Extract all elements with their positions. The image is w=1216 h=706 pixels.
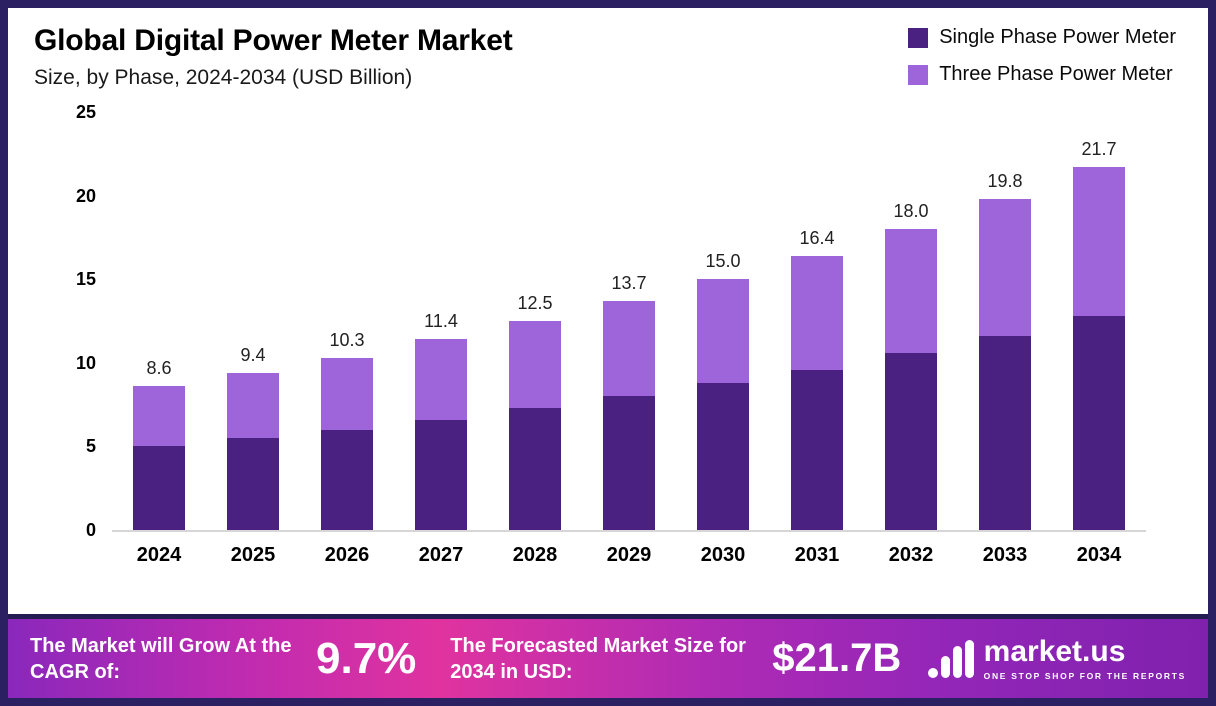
bar-segment-single-phase-power-meter xyxy=(697,382,749,530)
bar-segment-three-phase-power-meter xyxy=(979,198,1031,337)
legend-item-single-phase: Single Phase Power Meter xyxy=(908,26,1176,49)
chart-panel: Global Digital Power Meter Market Size, … xyxy=(8,8,1208,614)
bar-column-2024: 8.6 xyxy=(112,114,206,530)
x-axis-label-2032: 2032 xyxy=(888,544,934,566)
bar-segment-single-phase-power-meter xyxy=(979,336,1031,530)
plot-wrapper: 8.6 9.4 10.3 11.4 12.5 13.7 15.0 16.4 18.0 19.8 21… xyxy=(76,102,1146,540)
x-axis-labels: 2024 2025 2026 2027 2028 2029 2030 2031 2032 2033… xyxy=(112,544,1146,567)
x-axis-label-2024: 2024 xyxy=(136,544,182,566)
cagr-label: The Market will Grow At the CAGR of: xyxy=(30,634,292,683)
bar-total-label: 13.7 xyxy=(611,272,647,293)
marketus-logo-icon xyxy=(927,639,974,678)
bar-total-label: 18.0 xyxy=(893,201,929,222)
x-axis-label-2028: 2028 xyxy=(512,544,558,566)
cagr-value: 9.7% xyxy=(316,633,417,683)
footer-banner: The Market will Grow At the CAGR of: 9.7… xyxy=(8,614,1208,698)
bar-column-2026: 10.3 xyxy=(300,114,394,530)
x-axis-label-2025: 2025 xyxy=(230,544,276,566)
bar-total-label: 16.4 xyxy=(799,227,835,248)
x-axis-label-2027: 2027 xyxy=(418,544,464,566)
bar-column-2025: 9.4 xyxy=(206,114,300,530)
bar-total-label: 21.7 xyxy=(1081,139,1117,160)
bar-segment-single-phase-power-meter xyxy=(1073,315,1125,530)
y-axis-tick-25: 25 xyxy=(75,102,96,122)
y-axis-tick-15: 15 xyxy=(75,269,96,290)
bar-segment-single-phase-power-meter xyxy=(321,429,373,530)
y-axis-tick-5: 5 xyxy=(85,436,96,457)
legend-label-three-phase: Three Phase Power Meter xyxy=(939,63,1173,85)
bar-segment-three-phase-power-meter xyxy=(885,229,937,353)
bar-total-label: 9.4 xyxy=(240,344,266,365)
brand-tagline: ONE STOP SHOP FOR THE REPORTS xyxy=(983,670,1186,681)
bar-segment-three-phase-power-meter xyxy=(697,279,749,383)
chart-subtitle: Size, by Phase, 2024-2034 (USD Billion) xyxy=(34,66,413,89)
y-axis-tick-20: 20 xyxy=(75,185,96,206)
x-axis-label-2034: 2034 xyxy=(1076,544,1122,566)
forecast-value: $21.7B xyxy=(772,636,902,680)
bar-total-label: 11.4 xyxy=(424,311,458,332)
legend-swatch-single-phase-icon xyxy=(908,27,929,48)
y-axis-tick-10: 10 xyxy=(75,352,96,373)
bar-segment-three-phase-power-meter xyxy=(133,386,185,447)
y-axis-tick-0: 0 xyxy=(85,520,96,540)
bar-total-label: 19.8 xyxy=(987,170,1023,191)
bar-segment-three-phase-power-meter xyxy=(1073,167,1125,316)
x-axis-label-2033: 2033 xyxy=(982,544,1028,566)
forecast-label: The Forecasted Market Size for 2034 in U… xyxy=(450,634,746,683)
legend-item-three-phase: Three Phase Power Meter xyxy=(908,63,1176,86)
bar-segment-single-phase-power-meter xyxy=(509,407,561,530)
bar-column-2027: 11.4 xyxy=(394,114,488,530)
bar-column-2033: 19.8 xyxy=(958,114,1052,530)
bar-segment-three-phase-power-meter xyxy=(603,300,655,397)
bar-segment-three-phase-power-meter xyxy=(227,372,279,439)
bar-total-label: 15.0 xyxy=(705,251,741,272)
legend-label-single-phase: Single Phase Power Meter xyxy=(939,26,1176,48)
chart-title: Global Digital Power Meter Market xyxy=(34,24,513,57)
bar-chart: 8.6 9.4 10.3 11.4 12.5 13.7 15.0 16.4 18.0 19.8 21… xyxy=(34,102,1182,567)
bar-segment-three-phase-power-meter xyxy=(791,255,843,370)
bar-segment-single-phase-power-meter xyxy=(791,369,843,530)
bar-segment-three-phase-power-meter xyxy=(509,321,561,408)
bar-total-label: 10.3 xyxy=(329,329,365,350)
x-axis-label-2030: 2030 xyxy=(700,544,746,566)
bar-column-2034: 21.7 xyxy=(1052,114,1146,530)
bar-segment-single-phase-power-meter xyxy=(603,396,655,530)
brand-name: market.us xyxy=(983,634,1126,668)
bar-segment-single-phase-power-meter xyxy=(227,438,279,530)
bar-total-label: 8.6 xyxy=(146,358,172,379)
x-axis-label-2029: 2029 xyxy=(606,544,652,566)
bar-column-2029: 13.7 xyxy=(582,114,676,530)
bar-segment-single-phase-power-meter xyxy=(885,352,937,530)
bar-column-2030: 15.0 xyxy=(676,114,770,530)
plot-area: 8.6 9.4 10.3 11.4 12.5 13.7 15.0 16.4 18.0 19.8 21… xyxy=(112,114,1146,530)
brand-text: market.us ONE STOP SHOP FOR THE REPORTS xyxy=(983,634,1186,681)
bar-total-label: 12.5 xyxy=(517,293,553,314)
bar-segment-three-phase-power-meter xyxy=(321,357,373,430)
bar-column-2028: 12.5 xyxy=(488,114,582,530)
x-axis-label-2026: 2026 xyxy=(324,544,370,566)
legend-swatch-three-phase-icon xyxy=(908,64,929,85)
bar-segment-three-phase-power-meter xyxy=(415,339,467,420)
bar-segment-single-phase-power-meter xyxy=(415,419,467,530)
brand-logo: market.us ONE STOP SHOP FOR THE REPORTS xyxy=(927,634,1186,681)
bar-column-2032: 18.0 xyxy=(864,114,958,530)
x-axis-label-2031: 2031 xyxy=(794,544,840,566)
legend: Single Phase Power Meter Three Phase Pow… xyxy=(908,26,1176,86)
bar-column-2031: 16.4 xyxy=(770,114,864,530)
bar-segment-single-phase-power-meter xyxy=(133,446,185,530)
